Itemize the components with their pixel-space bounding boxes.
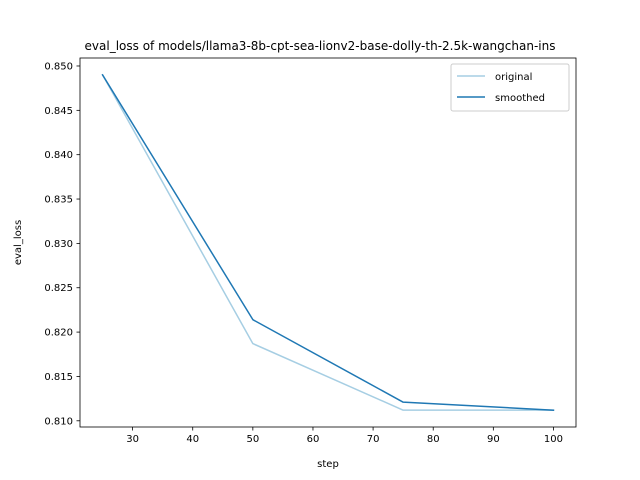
y-tick-label: 0.845: [44, 106, 73, 117]
x-tick-label: 60: [307, 434, 320, 445]
chart-title: eval_loss of models/llama3-8b-cpt-sea-li…: [85, 39, 556, 53]
plot-lines: [101, 73, 555, 411]
x-tick-label: 100: [544, 434, 563, 445]
y-tick-label: 0.825: [44, 283, 73, 294]
x-tick-label: 90: [487, 434, 500, 445]
x-axis-label: step: [317, 459, 339, 470]
y-tick-label: 0.835: [44, 195, 73, 206]
legend-label-0: original: [495, 72, 532, 83]
series-line-1: [101, 73, 555, 411]
y-tick-label: 0.850: [44, 61, 73, 72]
plot-frame: [79, 57, 577, 428]
x-axis: 30 40 50 60 70 80 90 100: [126, 427, 563, 445]
y-axis-label: eval_loss: [13, 220, 24, 265]
x-tick-label: 30: [126, 434, 139, 445]
legend: original smoothed: [450, 63, 570, 112]
y-tick-label: 0.830: [44, 239, 73, 250]
y-tick-label: 0.810: [44, 416, 73, 427]
x-tick-label: 40: [186, 434, 199, 445]
x-tick-label: 50: [246, 434, 259, 445]
y-tick-label: 0.815: [44, 372, 73, 383]
series-line-0: [101, 73, 555, 411]
legend-label-1: smoothed: [495, 93, 545, 104]
y-tick-label: 0.840: [44, 150, 73, 161]
y-tick-label: 0.820: [44, 328, 73, 339]
x-tick-label: 70: [367, 434, 380, 445]
x-tick-label: 80: [427, 434, 440, 445]
y-axis: 0.810 0.815 0.820 0.825 0.830 0.835 0.840 0.845…: [44, 61, 80, 427]
